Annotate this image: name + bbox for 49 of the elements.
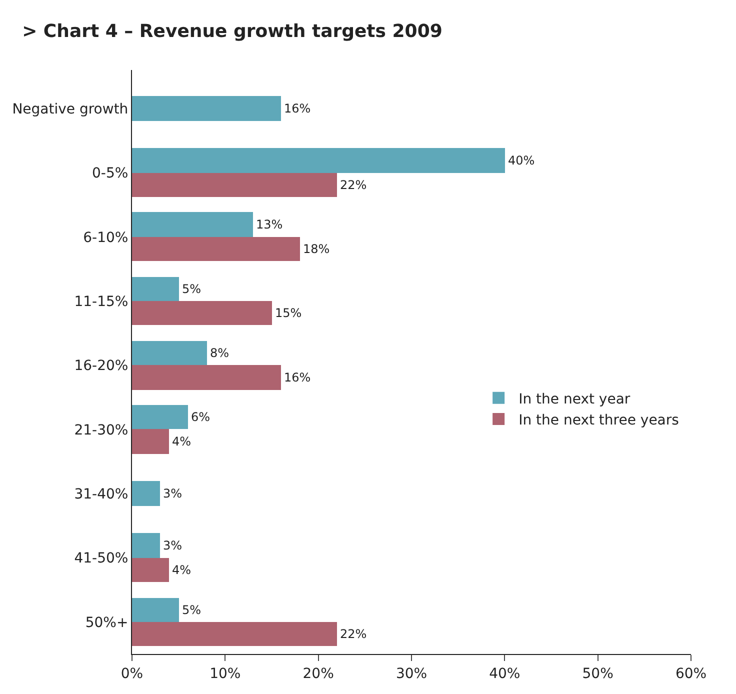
y-tick-label: 41-50% (74, 550, 128, 567)
data-label: 5% (182, 603, 202, 617)
legend-label: In the next three years (518, 412, 679, 428)
bar (132, 212, 253, 237)
data-label: 16% (284, 370, 311, 384)
y-tick-label: 50%+ (85, 614, 128, 631)
data-label: 18% (303, 242, 330, 256)
data-label: 22% (340, 627, 367, 641)
x-tick-label: 50% (582, 666, 614, 682)
bar (132, 173, 337, 197)
bar (132, 405, 188, 429)
data-label: 4% (172, 434, 192, 448)
y-tick-label: 0-5% (92, 166, 128, 182)
y-tick-label: 11-15% (74, 294, 128, 310)
y-tick-label: Negative growth (12, 101, 128, 118)
data-label: 8% (210, 346, 230, 360)
data-label: 22% (340, 178, 367, 192)
x-tick-label: 40% (489, 666, 520, 682)
data-label: 3% (163, 486, 182, 500)
data-label: 6% (191, 410, 210, 424)
x-tick-label: 20% (302, 666, 334, 682)
data-label: 15% (275, 306, 302, 320)
bar (132, 429, 169, 454)
bar (132, 622, 337, 646)
bar (132, 237, 300, 261)
chart-title: > Chart 4 – Revenue growth targets 2009 (22, 20, 442, 42)
legend-label: In the next year (518, 391, 630, 408)
bar (132, 277, 179, 301)
y-tick-label: 16-20% (74, 358, 128, 374)
y-tick-label: 6-10% (83, 230, 128, 246)
x-tick-label: 10% (210, 666, 241, 682)
bar (132, 341, 207, 365)
bar (132, 533, 160, 558)
data-label: 13% (256, 218, 283, 232)
x-tick-label: 30% (396, 666, 428, 682)
bar (132, 301, 272, 325)
y-tick-label: 21-30% (74, 422, 128, 438)
data-label: 16% (284, 102, 311, 116)
data-label: 5% (182, 282, 202, 296)
y-tick-label: 31-40% (74, 486, 128, 502)
data-label: 40% (508, 154, 535, 168)
data-label: 4% (172, 563, 192, 577)
bar (132, 148, 505, 173)
x-tick-label: 0% (120, 666, 144, 682)
bar (132, 598, 179, 622)
bar (132, 365, 281, 390)
bar (132, 558, 169, 582)
data-label: 3% (163, 538, 182, 552)
x-tick-label: 60% (675, 666, 707, 682)
